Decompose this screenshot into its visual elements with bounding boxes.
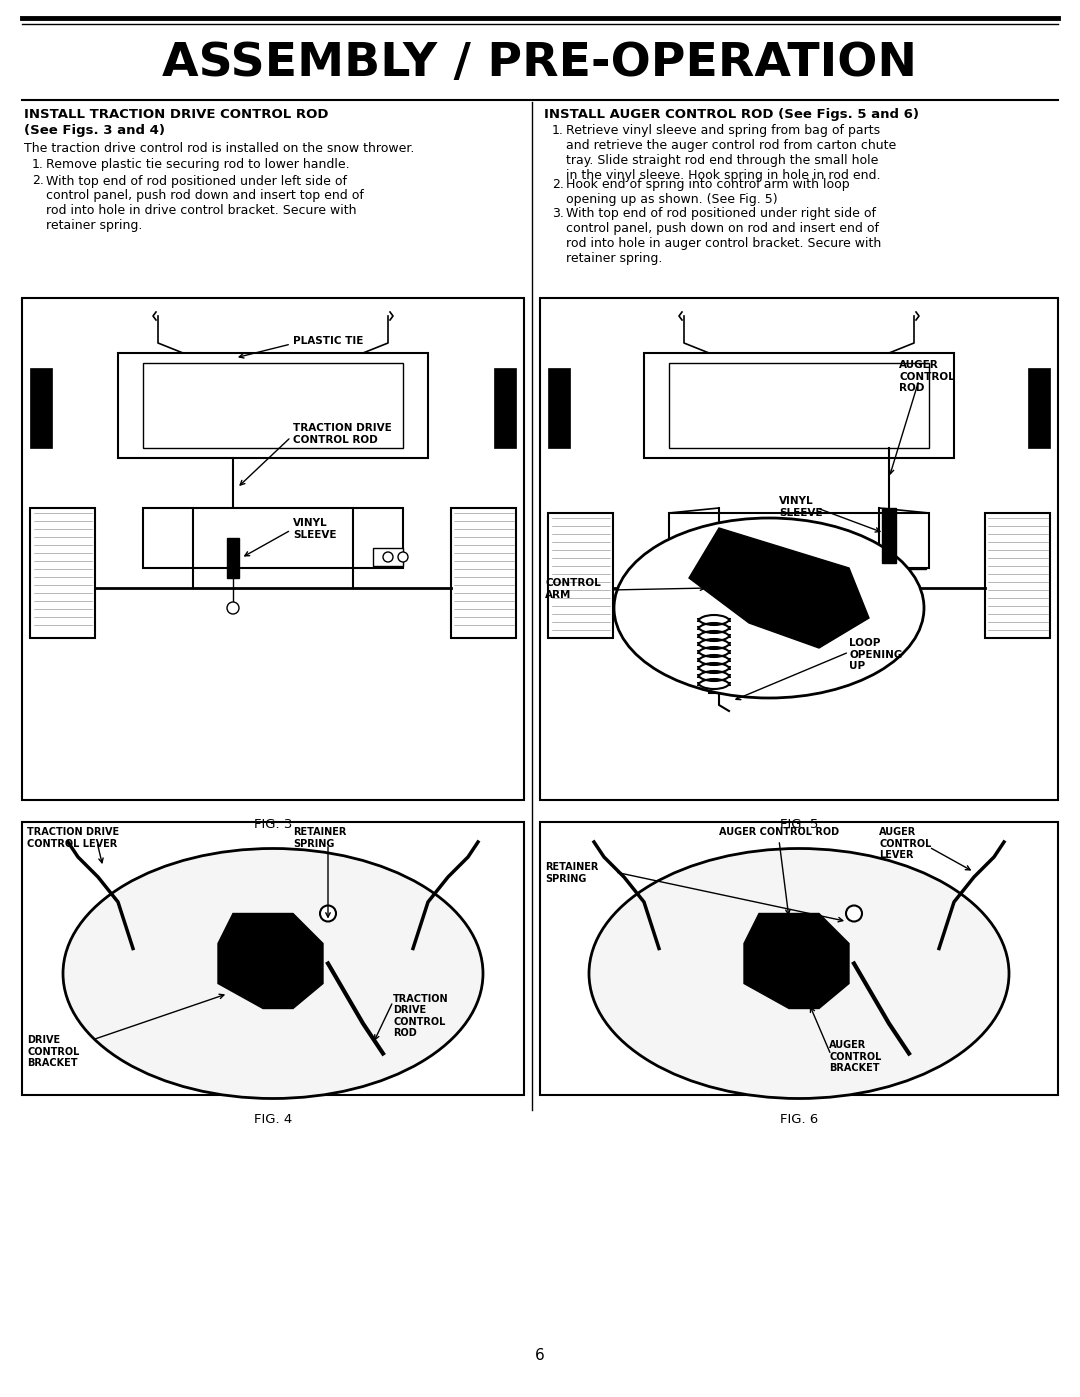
- Polygon shape: [744, 914, 849, 1009]
- Bar: [22, 821, 524, 1095]
- Text: VINYL
SLEEVE: VINYL SLEEVE: [293, 518, 337, 539]
- Text: Remove plastic tie securing rod to lower handle.: Remove plastic tie securing rod to lower…: [46, 158, 350, 170]
- Bar: [22, 298, 524, 800]
- Text: CONTROL
ARM: CONTROL ARM: [545, 578, 600, 599]
- Text: FIG. 4: FIG. 4: [254, 1113, 292, 1126]
- Text: (See Figs. 3 and 4): (See Figs. 3 and 4): [24, 124, 165, 137]
- Text: ASSEMBLY / PRE-OPERATION: ASSEMBLY / PRE-OPERATION: [162, 42, 918, 87]
- Text: 2.: 2.: [32, 175, 44, 187]
- Ellipse shape: [615, 518, 924, 698]
- Text: AUGER
CONTROL
BRACKET: AUGER CONTROL BRACKET: [829, 1039, 881, 1073]
- Bar: [904, 553, 926, 569]
- Bar: [548, 367, 570, 448]
- Circle shape: [399, 552, 408, 562]
- Bar: [118, 353, 428, 458]
- Text: TRACTION DRIVE
CONTROL ROD: TRACTION DRIVE CONTROL ROD: [293, 423, 392, 444]
- Text: FIG. 5: FIG. 5: [780, 819, 819, 831]
- Text: RETAINER
SPRING: RETAINER SPRING: [545, 862, 598, 883]
- Text: With top end of rod positioned under right side of
control panel, push down on r: With top end of rod positioned under rig…: [566, 207, 881, 265]
- Circle shape: [383, 552, 393, 562]
- Text: PLASTIC TIE: PLASTIC TIE: [293, 337, 363, 346]
- Polygon shape: [218, 914, 323, 1009]
- Text: TRACTION DRIVE
CONTROL LEVER: TRACTION DRIVE CONTROL LEVER: [27, 827, 119, 848]
- Bar: [30, 367, 52, 448]
- Ellipse shape: [769, 956, 819, 992]
- Bar: [882, 509, 896, 563]
- Circle shape: [846, 905, 862, 922]
- Bar: [669, 513, 929, 569]
- Text: The traction drive control rod is installed on the snow thrower.: The traction drive control rod is instal…: [24, 142, 415, 155]
- Text: 3.: 3.: [552, 207, 564, 219]
- Text: LOOP
OPENING
UP: LOOP OPENING UP: [849, 638, 903, 671]
- Text: VINYL
SLEEVE: VINYL SLEEVE: [779, 496, 823, 518]
- Text: AUGER
CONTROL
LEVER: AUGER CONTROL LEVER: [879, 827, 931, 861]
- Text: Hook end of spring into control arm with loop
opening up as shown. (See Fig. 5): Hook end of spring into control arm with…: [566, 177, 850, 205]
- Bar: [540, 298, 1058, 800]
- Text: FIG. 6: FIG. 6: [780, 1113, 819, 1126]
- Text: 1.: 1.: [552, 124, 564, 137]
- Text: AUGER CONTROL ROD: AUGER CONTROL ROD: [719, 827, 839, 837]
- Text: Retrieve vinyl sleeve and spring from bag of parts
and retrieve the auger contro: Retrieve vinyl sleeve and spring from ba…: [566, 124, 896, 182]
- Bar: [494, 367, 516, 448]
- Bar: [30, 509, 95, 638]
- Text: With top end of rod positioned under left side of
control panel, push rod down a: With top end of rod positioned under lef…: [46, 175, 364, 232]
- Text: DRIVE
CONTROL
BRACKET: DRIVE CONTROL BRACKET: [27, 1035, 79, 1069]
- Circle shape: [910, 556, 920, 566]
- Text: 2.: 2.: [552, 177, 564, 191]
- Text: FIG. 3: FIG. 3: [254, 819, 293, 831]
- Bar: [985, 513, 1050, 638]
- Bar: [451, 509, 516, 638]
- Bar: [373, 548, 403, 566]
- Text: TRACTION
DRIVE
CONTROL
ROD: TRACTION DRIVE CONTROL ROD: [393, 993, 448, 1038]
- Bar: [143, 509, 403, 569]
- Ellipse shape: [63, 848, 483, 1098]
- Bar: [644, 353, 954, 458]
- Text: INSTALL TRACTION DRIVE CONTROL ROD: INSTALL TRACTION DRIVE CONTROL ROD: [24, 108, 328, 122]
- Polygon shape: [689, 528, 869, 648]
- Text: AUGER
CONTROL
ROD: AUGER CONTROL ROD: [899, 360, 955, 393]
- Text: 6: 6: [535, 1348, 545, 1362]
- Circle shape: [320, 905, 336, 922]
- Ellipse shape: [243, 956, 293, 992]
- Bar: [227, 538, 239, 578]
- Bar: [540, 821, 1058, 1095]
- Text: INSTALL AUGER CONTROL ROD (See Figs. 5 and 6): INSTALL AUGER CONTROL ROD (See Figs. 5 a…: [544, 108, 919, 122]
- Bar: [143, 363, 403, 448]
- Bar: [1028, 367, 1050, 448]
- Text: RETAINER
SPRING: RETAINER SPRING: [293, 827, 347, 848]
- Bar: [669, 363, 929, 448]
- Ellipse shape: [589, 848, 1009, 1098]
- Bar: [548, 513, 613, 638]
- Text: 1.: 1.: [32, 158, 44, 170]
- Circle shape: [227, 602, 239, 615]
